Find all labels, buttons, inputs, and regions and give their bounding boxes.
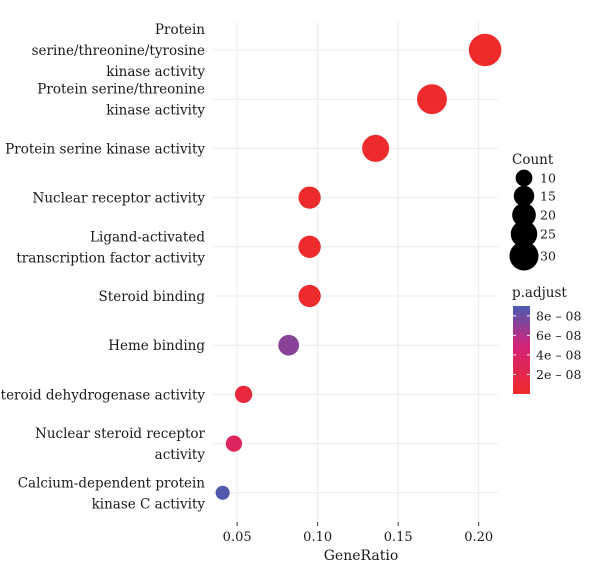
x-tick-label-2: 0.15 [384,530,413,545]
count-legend: Count 10 15 20 25 30 [509,152,556,271]
count-legend-key-4 [509,241,539,271]
x-axis-title: GeneRatio [324,548,399,564]
x-tick-label-1: 0.10 [303,530,332,545]
y-tick-label-8: Nuclear steroid receptor activity [35,426,206,463]
p-adjust-tick-label-0: 8e – 08 [536,308,582,323]
y-tick-label-4: Ligand-activated transcription factor act… [16,229,205,266]
data-points [215,33,502,500]
grid-lines [213,22,498,522]
x-axis: 0.05 0.10 0.15 0.20 [223,522,493,545]
p-adjust-colorbar [513,306,530,394]
y-tick-label-3: Nuclear receptor activity [33,191,206,207]
y-tick-label-7: Steroid dehydrogenase activity [0,387,205,403]
data-point-6 [278,334,300,356]
count-legend-label-3: 25 [540,227,556,242]
p-adjust-tick-label-3: 2e – 08 [536,367,582,382]
p-adjust-legend-title: p.adjust [512,285,567,301]
data-point-8 [225,435,243,452]
y-tick-label-0: Protein serine/threonine/tyrosine kinase a… [32,22,206,80]
y-axis-labels: Protein serine/threonine/tyrosine kinase a… [0,22,206,512]
p-adjust-legend: p.adjust 8e – 08 6e – 08 4e – 08 2e – 08 [512,285,582,394]
y-tick-label-1: Protein serine/threonine kinase activity [37,82,205,119]
count-legend-label-4: 30 [540,249,556,264]
data-point-1 [417,84,447,115]
data-point-2 [362,134,390,162]
y-tick-label-9: Calcium-dependent protein kinase C activi… [18,475,206,512]
count-legend-key-0 [515,169,533,187]
count-legend-label-1: 15 [540,189,556,204]
y-tick-label-5: Steroid binding [99,289,206,305]
data-point-3 [298,186,321,209]
count-legend-label-2: 20 [540,208,556,223]
count-legend-key-2 [512,203,536,227]
data-point-9 [215,485,230,500]
p-adjust-tick-label-1: 6e – 08 [536,328,582,343]
x-tick-label-0: 0.05 [223,530,252,545]
p-adjust-tick-label-2: 4e – 08 [536,347,582,362]
count-legend-title: Count [512,152,554,168]
y-tick-label-6: Heme binding [108,338,205,354]
y-tick-label-2: Protein serine kinase activity [5,141,205,157]
x-tick-label-3: 0.20 [464,530,493,545]
count-legend-key-3 [510,220,538,248]
count-legend-key-1 [513,185,535,207]
data-point-7 [234,385,253,404]
count-legend-label-0: 10 [540,171,556,186]
data-point-0 [468,33,502,67]
data-point-5 [298,284,321,308]
data-point-4 [298,235,321,258]
